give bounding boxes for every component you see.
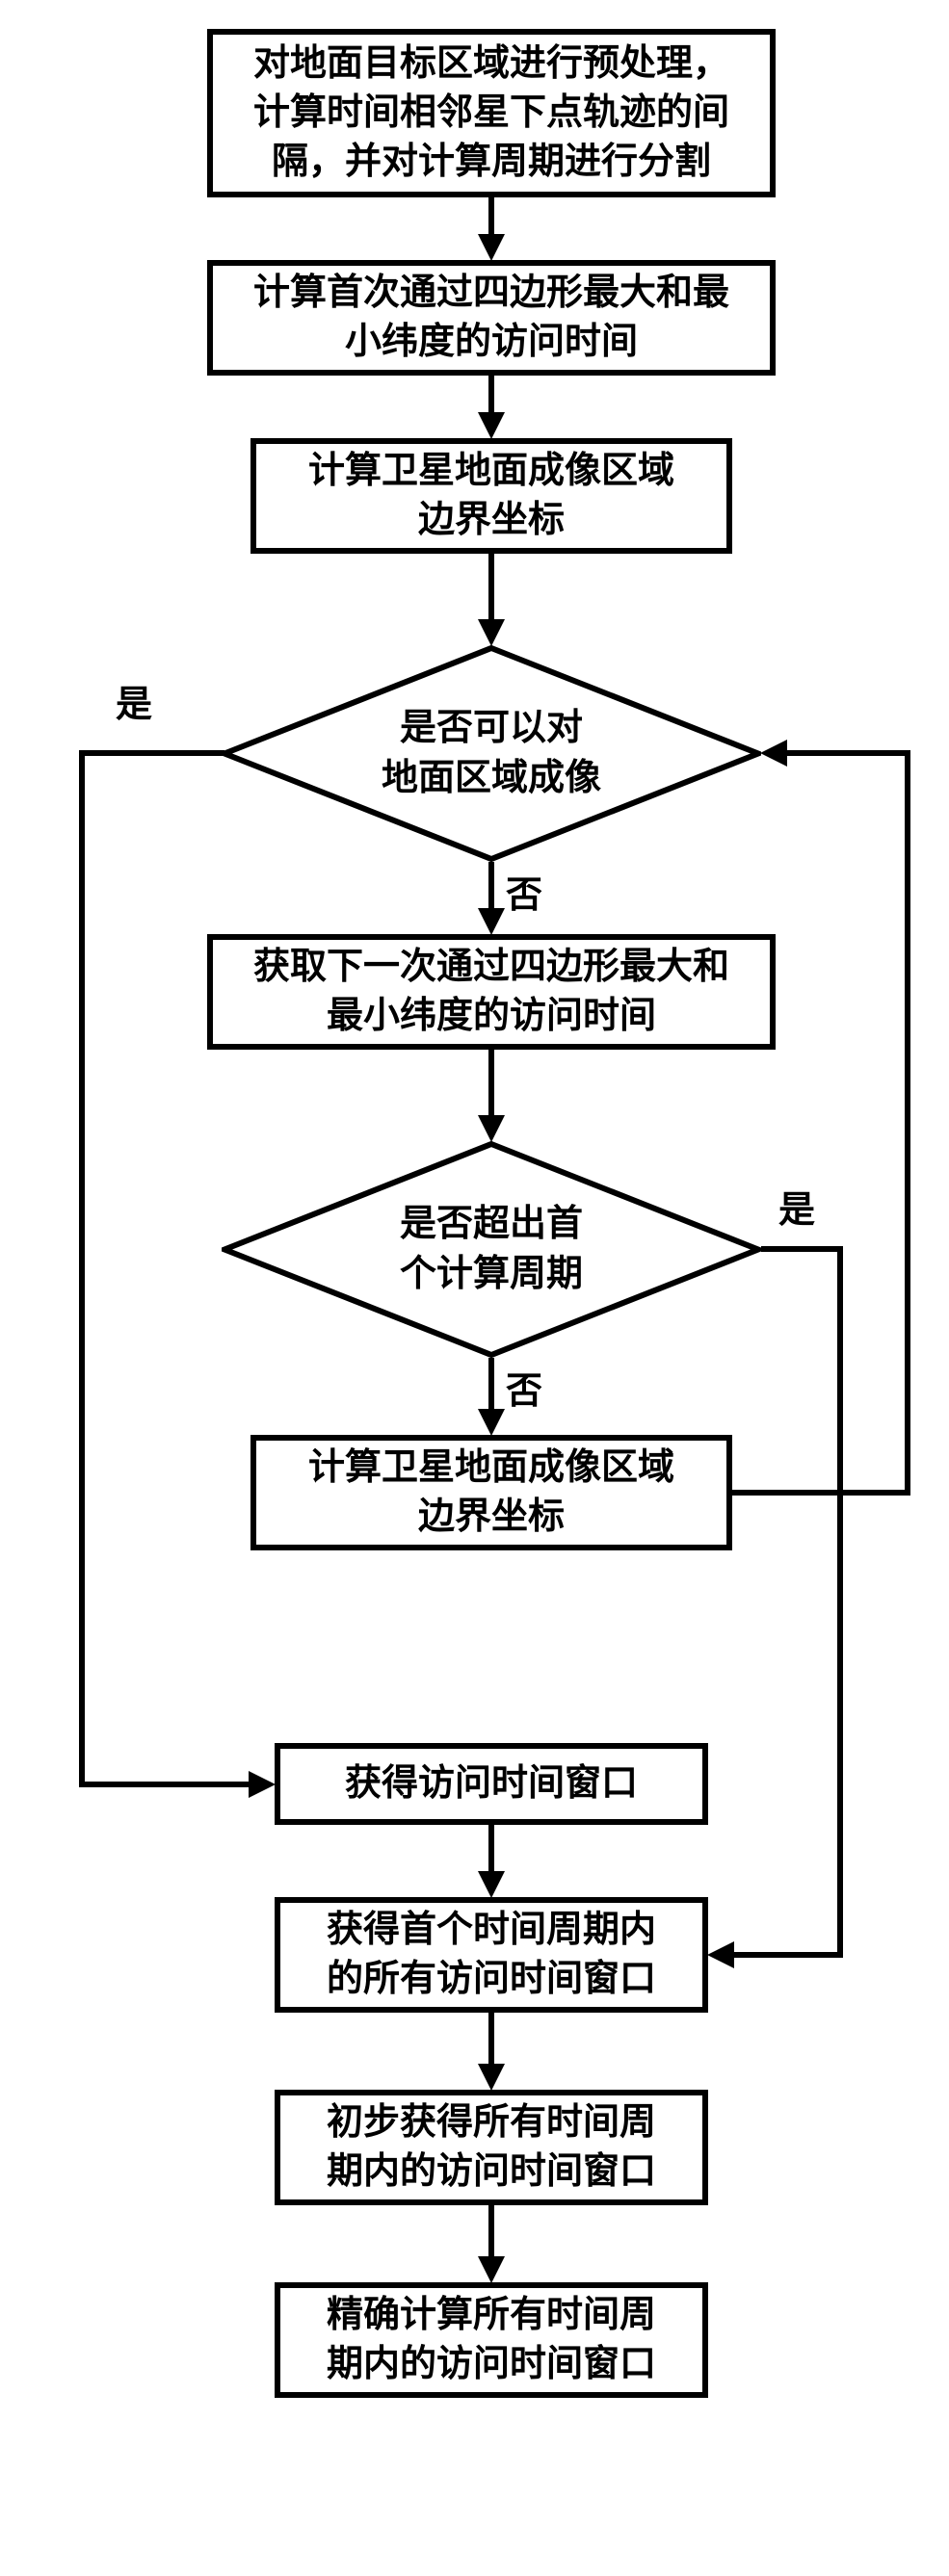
arrow-head xyxy=(478,234,505,261)
arrow xyxy=(905,750,910,1496)
box-text: 获得访问时间窗口 xyxy=(345,1759,638,1808)
arrow-head xyxy=(478,1409,505,1436)
arrow xyxy=(785,750,910,756)
arrow xyxy=(488,862,494,910)
box-text: 初步获得所有时间周期内的访问时间窗口 xyxy=(327,2098,656,2198)
arrow xyxy=(761,1246,843,1252)
arrow xyxy=(79,750,224,756)
arrow-head xyxy=(478,908,505,935)
arrow-head xyxy=(478,619,505,646)
label-no: 否 xyxy=(506,1361,542,1414)
process-first-period-windows: 获得首个时间周期内的所有访问时间窗口 xyxy=(275,1897,708,2013)
arrow-head xyxy=(478,2064,505,2091)
arrow xyxy=(732,1490,910,1496)
flowchart-container: 对地面目标区域进行预处理，计算时间相邻星下点轨迹的间隔，并对计算周期进行分割 计… xyxy=(0,0,949,2576)
diamond-text: 是否可以对地面区域成像 xyxy=(382,704,601,803)
arrow-head xyxy=(478,1115,505,1142)
process-get-window: 获得访问时间窗口 xyxy=(275,1743,708,1825)
box-text: 精确计算所有时间周期内的访问时间窗口 xyxy=(327,2291,656,2390)
arrow xyxy=(488,554,494,621)
decision-can-image: 是否可以对地面区域成像 xyxy=(222,645,761,862)
box-text: 计算卫星地面成像区域边界坐标 xyxy=(308,447,674,546)
arrow xyxy=(837,1246,843,1955)
box-text: 计算卫星地面成像区域边界坐标 xyxy=(308,1444,674,1543)
arrow xyxy=(488,1050,494,1117)
box-text: 获得首个时间周期内的所有访问时间窗口 xyxy=(327,1906,656,2005)
arrow-head xyxy=(707,1941,734,1968)
process-boundary-1: 计算卫星地面成像区域边界坐标 xyxy=(250,438,732,554)
arrow xyxy=(79,750,85,1784)
arrow xyxy=(488,1358,494,1411)
label-yes: 是 xyxy=(116,674,152,727)
arrow-head xyxy=(249,1771,276,1798)
diamond-text: 是否超出首个计算周期 xyxy=(400,1200,583,1299)
arrow-head xyxy=(478,1871,505,1898)
box-text: 获取下一次通过四边形最大和最小纬度的访问时间 xyxy=(253,943,729,1042)
arrow-head xyxy=(478,2256,505,2283)
process-boundary-2: 计算卫星地面成像区域边界坐标 xyxy=(250,1435,732,1550)
box-text: 对地面目标区域进行预处理，计算时间相邻星下点轨迹的间隔，并对计算周期进行分割 xyxy=(253,39,729,188)
process-preprocess: 对地面目标区域进行预处理，计算时间相邻星下点轨迹的间隔，并对计算周期进行分割 xyxy=(207,29,776,197)
arrow-head xyxy=(760,740,787,767)
arrow xyxy=(488,2013,494,2066)
arrow xyxy=(488,376,494,414)
process-precise-all-windows: 精确计算所有时间周期内的访问时间窗口 xyxy=(275,2282,708,2398)
arrow xyxy=(732,1952,843,1958)
decision-exceed-period: 是否超出首个计算周期 xyxy=(222,1141,761,1358)
process-first-pass-time: 计算首次通过四边形最大和最小纬度的访问时间 xyxy=(207,260,776,376)
arrow xyxy=(488,2205,494,2258)
arrow xyxy=(488,1825,494,1873)
label-yes: 是 xyxy=(778,1180,815,1233)
arrow xyxy=(488,197,494,236)
process-prelim-all-windows: 初步获得所有时间周期内的访问时间窗口 xyxy=(275,2090,708,2205)
arrow-head xyxy=(478,412,505,439)
label-no: 否 xyxy=(506,865,542,918)
arrow xyxy=(79,1782,250,1787)
process-next-pass-time: 获取下一次通过四边形最大和最小纬度的访问时间 xyxy=(207,934,776,1050)
box-text: 计算首次通过四边形最大和最小纬度的访问时间 xyxy=(253,269,729,368)
